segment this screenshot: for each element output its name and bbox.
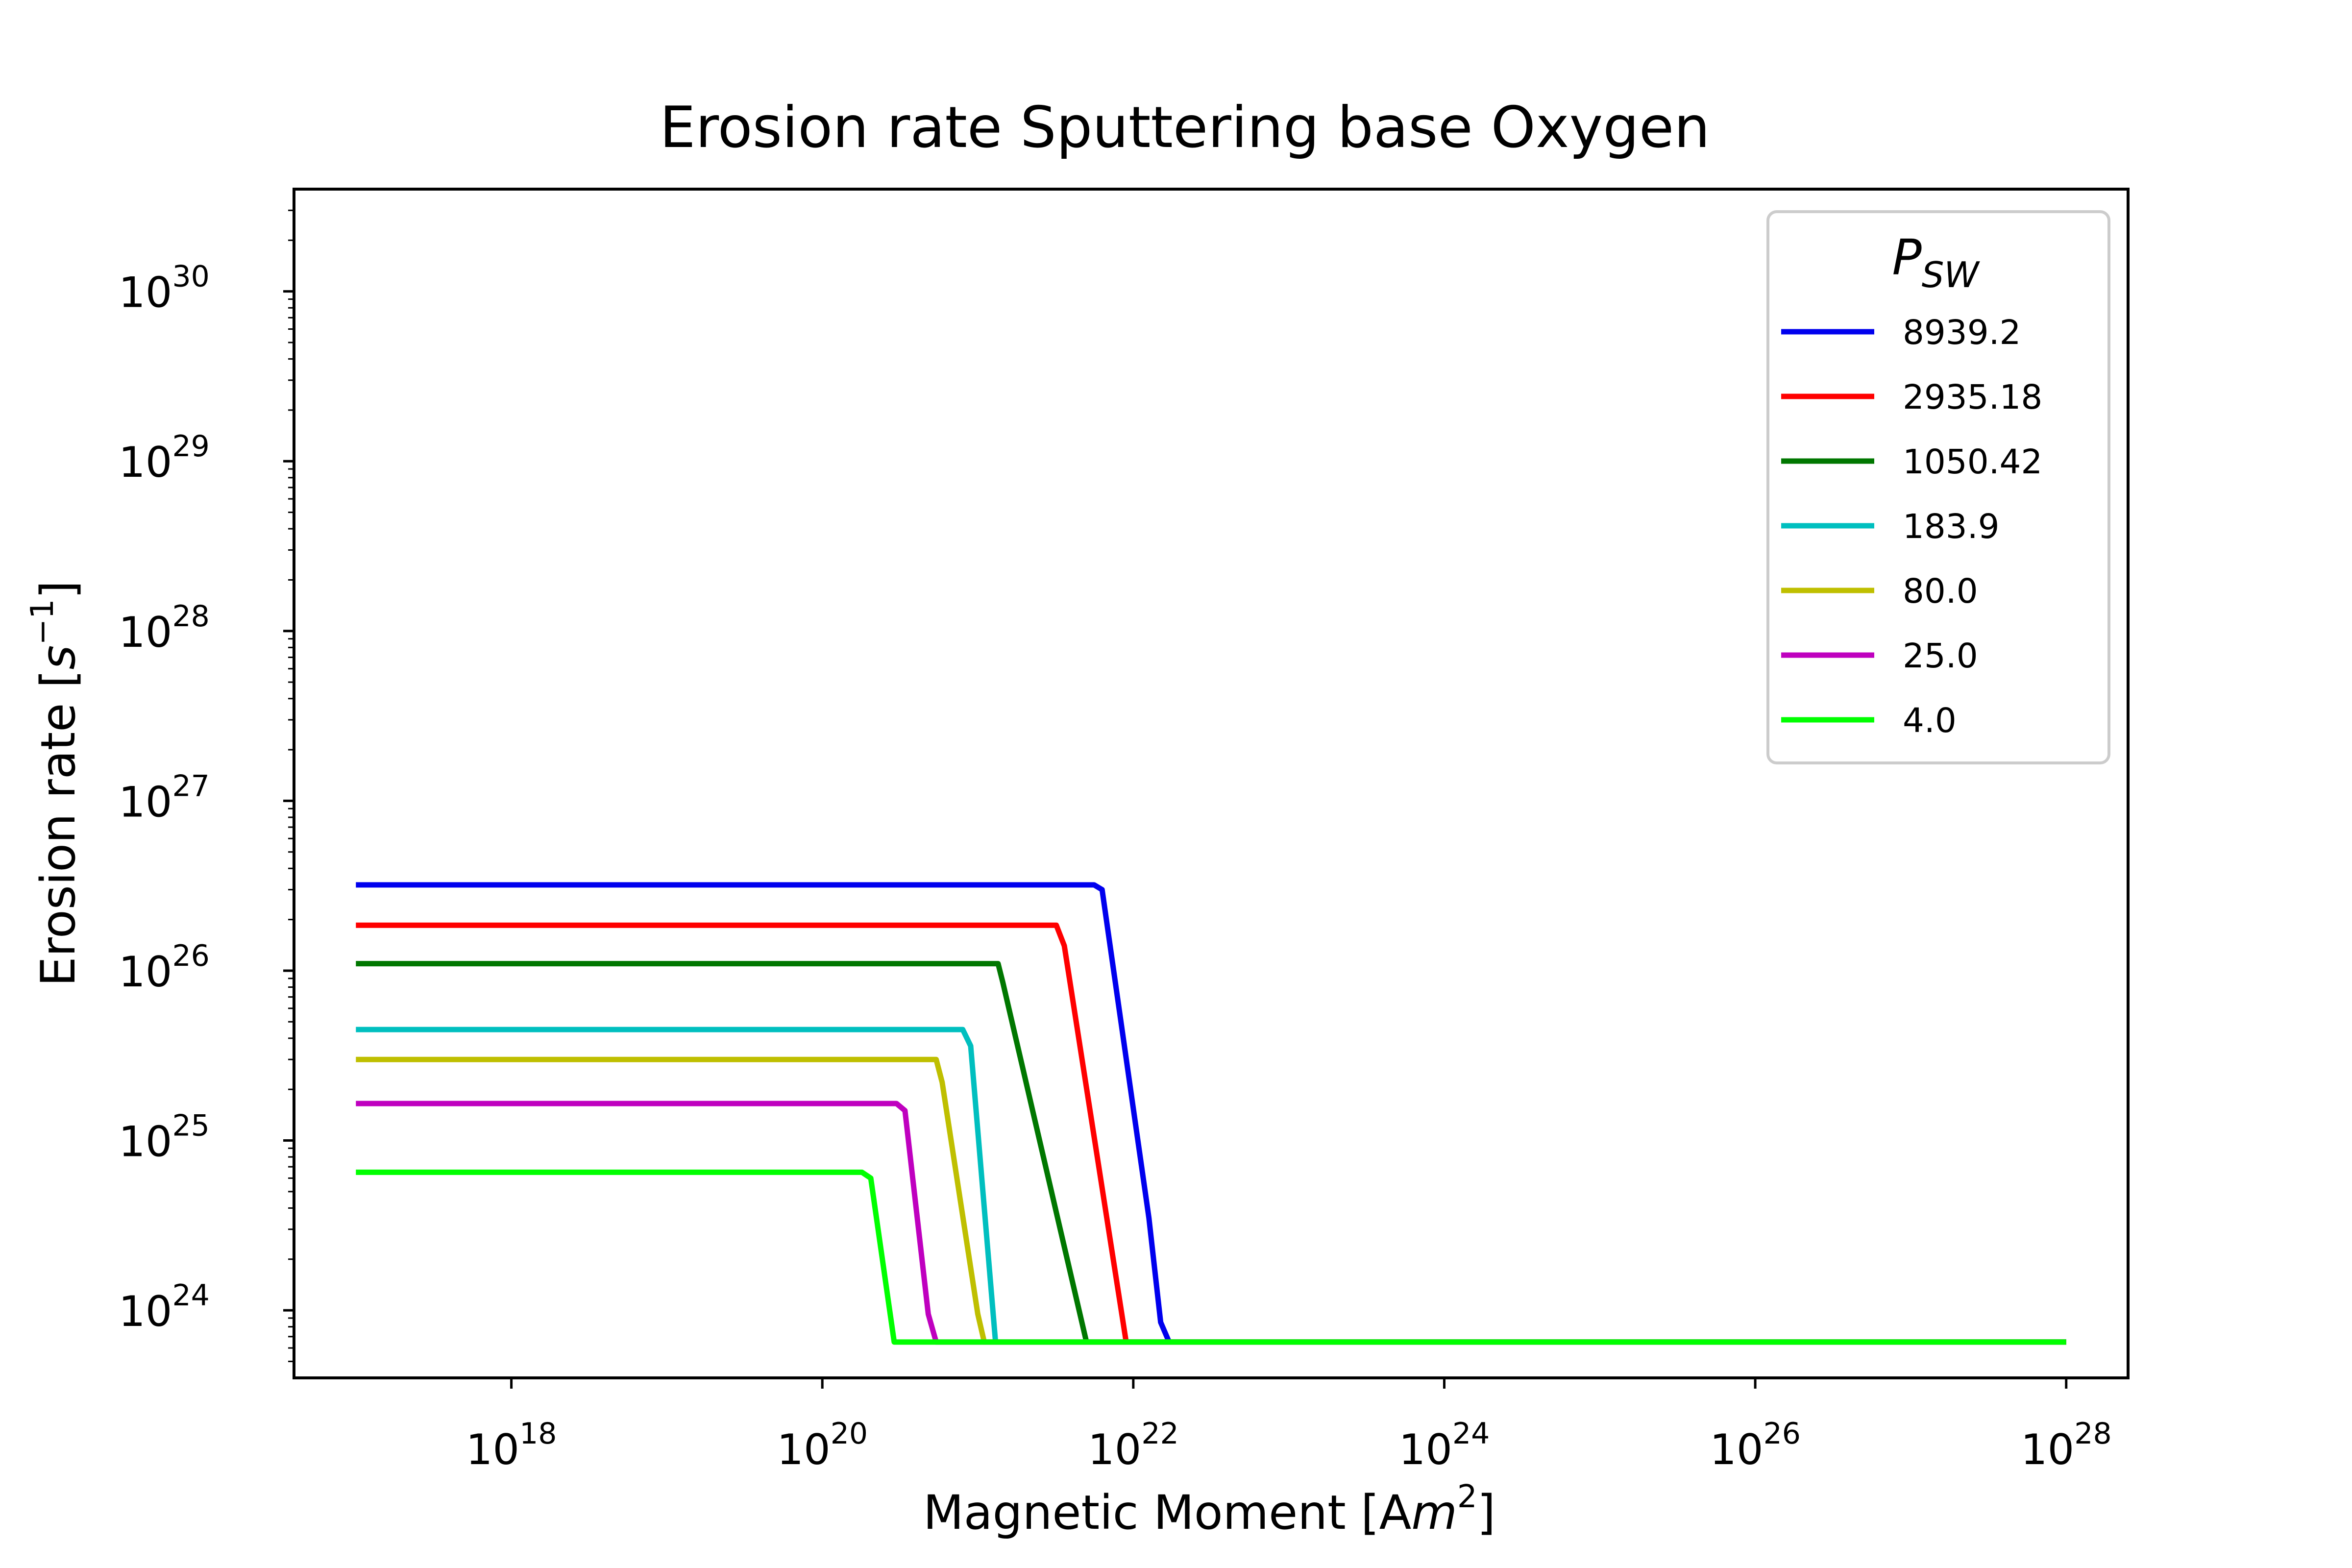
y-tick-label-base-5: 10: [119, 438, 172, 487]
y-tick-label-exp-2: 26: [172, 939, 209, 973]
legend-title-subscript: SW: [1922, 254, 1981, 295]
x-axis-label: Magnetic Moment [Am2]: [923, 1479, 1495, 1540]
legend-label-3: 183.9: [1903, 507, 2000, 546]
x-tick-label-base-1: 10: [777, 1425, 830, 1474]
x-tick-label-0: 1018: [466, 1417, 557, 1474]
plot-area-frame: [293, 188, 2130, 1379]
x-tick-label-base-3: 10: [1399, 1425, 1452, 1474]
y-tick-label-exp-3: 27: [172, 769, 209, 803]
x-tick-label-3: 1024: [1399, 1417, 1490, 1474]
x-tick-label-base-0: 10: [466, 1425, 519, 1474]
x-tick-label-exp-4: 26: [1764, 1417, 1801, 1451]
x-tick-label-exp-3: 24: [1452, 1417, 1490, 1451]
series-layer: [356, 882, 2066, 1345]
y-tick-label-5: 1029: [119, 429, 210, 487]
x-tick-label-base-2: 10: [1088, 1425, 1141, 1474]
legend-label-6: 4.0: [1903, 701, 1957, 740]
x-tick-label-exp-0: 18: [519, 1417, 557, 1451]
x-tick-label-5: 1028: [2021, 1417, 2112, 1474]
x-tick-label-4: 1026: [1710, 1417, 1801, 1474]
y-tick-label-2: 1026: [119, 939, 210, 997]
x-tick-label-exp-5: 28: [2074, 1417, 2111, 1451]
x-axis-label-italic: m: [1411, 1485, 1457, 1540]
y-tick-label-base-3: 10: [119, 778, 172, 827]
y-tick-label-3: 1027: [119, 769, 210, 827]
x-tick-label-exp-2: 22: [1141, 1417, 1178, 1451]
y-tick-label-exp-1: 25: [172, 1109, 209, 1143]
x-tick-label-1: 1020: [777, 1417, 868, 1474]
y-axis-label-end: ]: [31, 581, 86, 599]
legend-label-0: 8939.2: [1903, 313, 2021, 352]
y-tick-label-base-4: 10: [119, 608, 172, 657]
legend-label-4: 80.0: [1903, 572, 1978, 611]
legend-label-2: 1050.42: [1903, 442, 2042, 482]
y-axis-label: Erosion rate [s−1]: [24, 581, 86, 986]
y-tick-label-exp-0: 24: [172, 1278, 209, 1313]
y-axis-label-italic: s: [31, 645, 86, 670]
legend-title-main: P: [1892, 229, 1922, 286]
y-tick-label-exp-4: 28: [172, 599, 209, 634]
y-axis-label-superscript: −1: [24, 599, 61, 645]
x-tick-label-exp-1: 20: [831, 1417, 868, 1451]
y-tick-label-4: 1028: [119, 599, 210, 657]
ticks-layer: 1018 1020 1022 1024 1026 10281024102510261027…: [119, 209, 2112, 1474]
series-line-6: [356, 1169, 2066, 1345]
y-tick-label-base-6: 10: [119, 269, 172, 318]
legend-label-5: 25.0: [1903, 637, 1978, 676]
y-tick-label-base-2: 10: [119, 948, 172, 997]
y-tick-label-base-1: 10: [119, 1118, 172, 1167]
chart-title: Erosion rate Sputtering base Oxygen: [660, 95, 1710, 161]
y-axis-label-text: Erosion rate [: [31, 670, 86, 987]
y-tick-label-6: 1030: [119, 260, 210, 318]
y-tick-label-1: 1025: [119, 1109, 210, 1167]
legend-label-1: 2935.18: [1903, 378, 2042, 417]
x-axis-label-superscript: 2: [1457, 1479, 1477, 1515]
x-tick-label-base-5: 10: [2021, 1425, 2074, 1474]
x-axis-label-text: Magnetic Moment [A: [923, 1485, 1411, 1540]
y-tick-label-exp-5: 29: [172, 429, 209, 464]
legend: PSW 8939.2 2935.18 1050.42 183.9 80.0 25.0 4.0: [1766, 210, 2110, 764]
legend-title: PSW: [1892, 229, 1980, 295]
y-tick-label-exp-6: 30: [172, 260, 209, 294]
legend-items: 8939.2 2935.18 1050.42 183.9 80.0 25.0 4.0: [1781, 313, 2042, 740]
y-tick-label-0: 1024: [119, 1278, 210, 1336]
legend-box: [1766, 210, 2110, 764]
x-tick-label-base-4: 10: [1710, 1425, 1763, 1474]
y-tick-label-base-0: 10: [119, 1287, 172, 1336]
x-tick-label-2: 1022: [1088, 1417, 1179, 1474]
x-axis-label-end: ]: [1477, 1485, 1495, 1540]
